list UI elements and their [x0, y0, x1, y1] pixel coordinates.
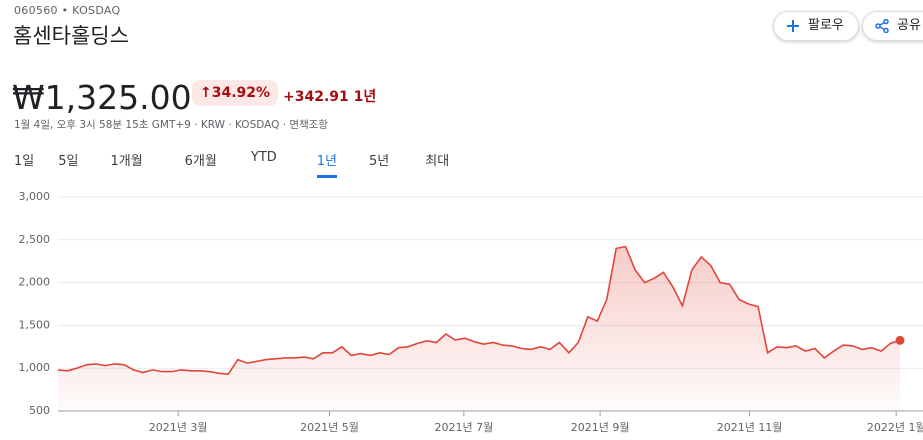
y-tick-label: 2,500 [19, 233, 51, 246]
last-point [895, 335, 905, 345]
x-tick-label: 2021년 9월 [571, 421, 630, 434]
x-tick-label: 2021년 11월 [717, 421, 783, 434]
range-tab[interactable]: 5년 [369, 154, 390, 169]
x-tick-label: 2022년 1월 [867, 421, 923, 434]
timestamp: 1월 4일, 오후 3시 58분 15초 GMT+9 · KRW · KOSDA… [14, 119, 329, 131]
plus-icon [787, 20, 799, 32]
range-tab[interactable]: YTD [250, 150, 277, 165]
follow-button[interactable]: 팔로우 [773, 11, 859, 41]
range-tab[interactable]: 1년 [316, 150, 338, 178]
chart: 500 1,000 1,500 2,000 2,500 3,000 2021년 3월 2021… [19, 190, 923, 434]
price-line [57, 245, 901, 376]
range-tabs: 1일 5일 1개월 6개월 YTD 1년 5년 최대 [14, 150, 449, 178]
x-tick-label: 2021년 3월 [149, 421, 208, 434]
price: ₩1,325.00 [12, 78, 192, 117]
y-tick-label: 3,000 [19, 190, 51, 203]
stock-name: 홈센타홀딩스 [13, 24, 129, 48]
share-label: 공유 [897, 18, 921, 33]
change-value: +342.91 1년 [283, 89, 377, 105]
y-tick-label: 1,500 [19, 318, 51, 331]
x-tick-label: 2021년 5월 [300, 421, 359, 434]
range-tab[interactable]: 5일 [58, 154, 79, 169]
y-tick-label: 1,000 [19, 361, 51, 374]
x-tick-label: 2021년 7월 [434, 421, 493, 434]
y-tick-label: 500 [29, 404, 50, 417]
area [58, 246, 900, 411]
range-tab[interactable]: 6개월 [184, 154, 217, 169]
share-button[interactable]: 공유 [862, 11, 923, 41]
range-tab[interactable]: 최대 [425, 154, 450, 169]
y-tick-label: 2,000 [19, 276, 51, 289]
change-percent: ↑34.92% [192, 80, 279, 106]
share-icon [875, 19, 889, 33]
range-tab[interactable]: 1일 [14, 154, 35, 169]
range-tab[interactable]: 1개월 [110, 154, 143, 169]
ticker: 060560 • KOSDAQ [14, 4, 121, 17]
follow-label: 팔로우 [808, 18, 844, 33]
